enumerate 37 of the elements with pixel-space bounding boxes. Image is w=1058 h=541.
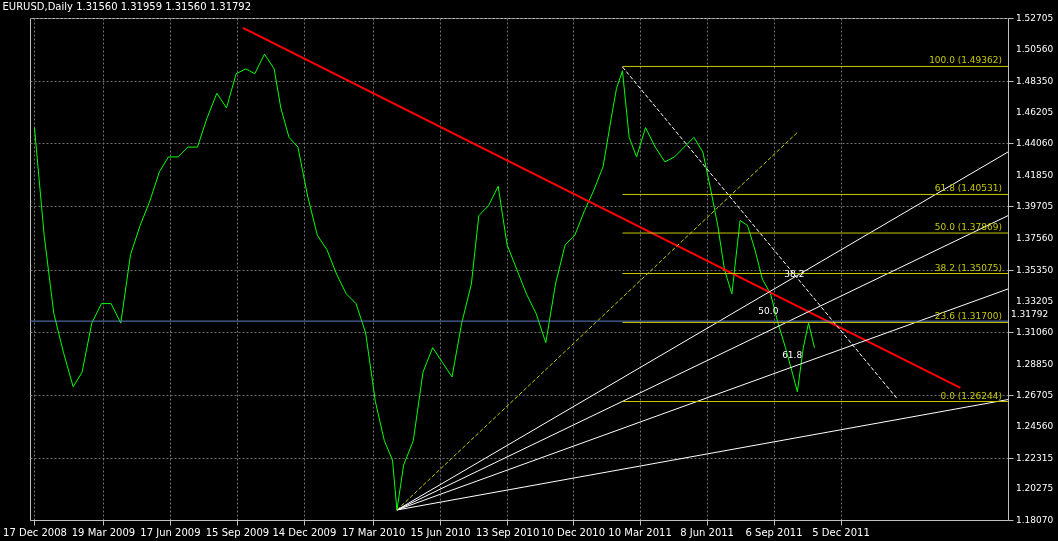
x-tick-label: 5 Dec 2011 [812,526,870,538]
y-tick-label: 1.24560 [1016,420,1054,431]
y-tick-label: 1.28850 [1016,358,1054,369]
series-label: 0.0 (1.26244) [940,390,1002,401]
x-tick-label: 15 Jun 2010 [410,526,471,538]
y-tick-label: 1.18070 [1016,515,1054,525]
ref-line-label: 1.31792 [1011,309,1049,320]
y-tick-label: 1.26705 [1016,389,1054,400]
y-tick-label: 1.39705 [1016,201,1054,212]
x-tick-label: 10 Mar 2011 [608,526,672,538]
x-tick-label: 6 Sep 2011 [745,526,803,538]
x-tick-label: 17 Mar 2010 [341,526,406,538]
y-tick-label: 1.37560 [1016,232,1054,243]
y-tick-label: 1.31060 [1016,326,1054,337]
x-tick-label: 8 Jun 2011 [680,526,734,538]
y-tick-label: 1.50560 [1016,44,1054,55]
series-label: 100.0 (1.49362) [929,55,1002,66]
y-tick-label: 1.22315 [1016,453,1054,464]
x-tick-label: 13 Sep 2010 [475,526,540,538]
chart-title: EURUSD,Daily 1.31560 1.31959 1.31560 1.31792 [2,1,252,12]
series-label: 23.6 (1.31700) [934,311,1002,322]
x-tick-label: 17 Dec 2008 [3,526,67,538]
y-tick-label: 1.35350 [1016,264,1054,275]
y-tick-label: 1.44060 [1016,138,1054,149]
annotation: 61.8 [782,350,803,361]
y-tick-label: 1.20275 [1016,483,1054,494]
x-tick-label: 10 Dec 2010 [541,526,606,538]
y-tick-label: 1.41850 [1016,170,1054,181]
x-tick-label: 14 Dec 2009 [272,526,337,538]
y-tick-label: 1.33205 [1016,295,1054,306]
series-label: 38.2 (1.35075) [934,262,1002,273]
y-tick-label: 1.52705 [1016,13,1054,23]
x-tick-label: 19 Mar 2009 [71,526,136,538]
x-tick-label: 15 Sep 2009 [205,526,270,538]
x-tick-label: 17 Jun 2009 [140,526,201,538]
y-tick-label: 1.48350 [1016,76,1054,87]
y-tick-label: 1.46205 [1016,107,1054,118]
